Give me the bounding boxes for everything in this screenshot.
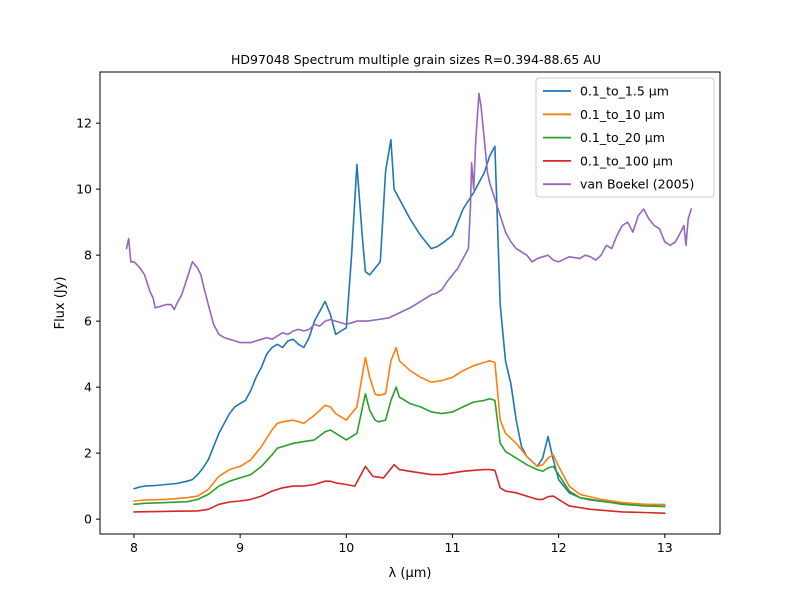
series-line-5: [125, 92, 693, 344]
x-tick-label: 13: [657, 540, 673, 555]
series-line-4: [133, 463, 666, 515]
axes-frame: [99, 71, 721, 535]
x-axis-label: λ (μm): [389, 566, 432, 581]
series-line-1: [133, 138, 666, 506]
series-line-3: [133, 386, 666, 508]
legend-label-5: van Boekel (2005): [580, 177, 694, 192]
y-tick-label: 0: [84, 512, 92, 527]
y-tick-label: 8: [84, 248, 92, 263]
y-tick-label: 12: [76, 116, 92, 131]
axis-ticks: 8 9 10 11 12 13 0 2 4 6 8 10 12: [76, 116, 673, 555]
legend-items: 0.1_to_1.5 μm 0.1_to_10 μm 0.1_to_20 μm 0.1…: [543, 84, 694, 192]
x-tick-label: 10: [338, 540, 354, 555]
legend-box: [535, 77, 715, 198]
legend: 0.1_to_1.5 μm 0.1_to_10 μm 0.1_to_20 μm 0.1…: [535, 77, 715, 198]
legend-label-1: 0.1_to_1.5 μm: [580, 84, 669, 99]
legend-label-3: 0.1_to_20 μm: [580, 130, 665, 145]
x-tick-label: 12: [551, 540, 567, 555]
x-tick-label: 9: [236, 540, 244, 555]
chart-title: HD97048 Spectrum multiple grain sizes R=…: [231, 52, 601, 67]
y-tick-label: 10: [76, 182, 92, 197]
legend-label-2: 0.1_to_10 μm: [580, 107, 665, 122]
y-tick-label: 4: [84, 380, 92, 395]
y-tick-label: 2: [84, 446, 92, 461]
y-tick-label: 6: [84, 314, 92, 329]
y-axis-label: Flux (Jy): [53, 277, 68, 330]
series-lines: [125, 92, 693, 515]
x-tick-label: 11: [445, 540, 461, 555]
x-tick-label: 8: [130, 540, 138, 555]
series-line-2: [133, 346, 666, 506]
legend-label-4: 0.1_to_100 μm: [580, 153, 673, 168]
